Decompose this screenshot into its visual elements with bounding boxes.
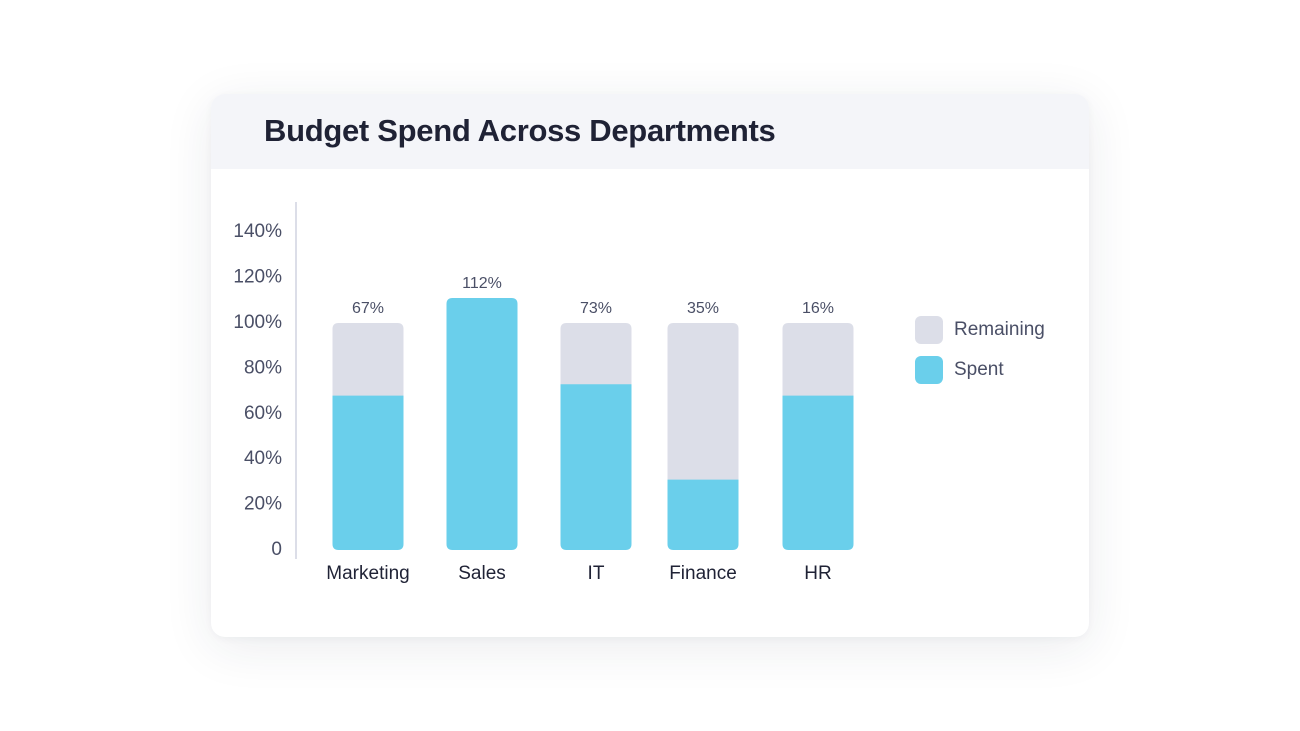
bars xyxy=(332,298,854,550)
legend: Remaining Spent xyxy=(915,316,1045,384)
legend-label: Remaining xyxy=(954,319,1045,340)
y-tick-label: 40% xyxy=(244,448,282,469)
category-label: IT xyxy=(588,563,605,584)
bar-chart: 0 20% 40% 60% 80% 100% 120% 140% 67% 112% 73% 35% 1… xyxy=(233,202,1045,584)
bar-spent xyxy=(332,395,404,550)
bar-group-hr xyxy=(782,323,854,550)
bar-remaining xyxy=(782,323,854,398)
y-tick-label: 120% xyxy=(233,267,282,288)
y-axis-ticks: 0 20% 40% 60% 80% 100% 120% 140% xyxy=(233,221,282,560)
bar-group-finance xyxy=(667,323,739,550)
chart-title: Budget Spend Across Departments xyxy=(264,113,776,148)
y-tick-label: 60% xyxy=(244,403,282,424)
data-label: 35% xyxy=(687,300,719,317)
bar-group-sales xyxy=(446,298,518,550)
legend-label: Spent xyxy=(954,359,1004,380)
data-labels: 67% 112% 73% 35% 16% xyxy=(352,275,834,317)
category-label: Sales xyxy=(458,563,506,584)
y-tick-label: 80% xyxy=(244,357,282,378)
bar-spent xyxy=(560,384,632,550)
bar-remaining xyxy=(667,323,739,482)
category-label: Marketing xyxy=(326,563,409,584)
y-tick-label: 140% xyxy=(233,221,282,242)
category-label: HR xyxy=(804,563,831,584)
category-labels: Marketing Sales IT Finance HR xyxy=(326,563,831,584)
bar-spent xyxy=(446,298,518,550)
bar-group-it xyxy=(560,323,632,550)
bar-remaining xyxy=(560,323,632,387)
y-tick-label: 100% xyxy=(233,312,282,333)
bar-spent xyxy=(667,479,739,550)
bar-remaining xyxy=(332,323,404,398)
legend-swatch xyxy=(915,316,943,344)
bar-spent xyxy=(782,395,854,550)
chart-card: Budget Spend Across Departments 0 20% 40% 6… xyxy=(211,94,1089,637)
y-tick-label: 20% xyxy=(244,494,282,515)
card-header: Budget Spend Across Departments xyxy=(211,94,1089,169)
y-tick-label: 0 xyxy=(271,539,282,560)
legend-swatch xyxy=(915,356,943,384)
data-label: 16% xyxy=(802,300,834,317)
data-label: 112% xyxy=(462,275,502,292)
category-label: Finance xyxy=(669,563,737,584)
data-label: 73% xyxy=(580,300,612,317)
bar-group-marketing xyxy=(332,323,404,550)
data-label: 67% xyxy=(352,300,384,317)
